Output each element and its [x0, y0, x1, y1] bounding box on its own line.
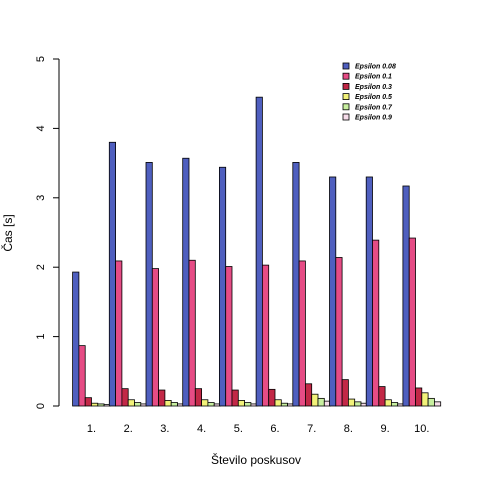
- x-tick-label: 9.: [381, 423, 390, 435]
- legend-label: Epsilon 0.08: [355, 64, 396, 71]
- x-tick-label: 5.: [234, 423, 243, 435]
- bar-3-series-4: [164, 400, 172, 407]
- bar-1-series-3: [84, 397, 92, 407]
- bar-7-series-4: [311, 393, 319, 407]
- bar-9-series-4: [384, 399, 392, 407]
- bar-1-series-1: [72, 271, 80, 407]
- y-tick-label: 0: [35, 403, 47, 409]
- bar-5-series-5: [244, 402, 252, 407]
- y-axis: 0 1 2 3 4 5: [35, 56, 60, 409]
- bar-9-series-3: [378, 386, 386, 407]
- bar-5-series-1: [218, 166, 227, 407]
- legend-swatch: [342, 62, 350, 70]
- bar-6-series-3: [268, 388, 276, 407]
- bar-1-series-5: [97, 403, 105, 407]
- bar-3-series-5: [170, 402, 178, 407]
- legend-swatch: [342, 83, 350, 90]
- bar-7-series-1: [292, 162, 300, 407]
- bar-4-series-1: [182, 157, 190, 407]
- bar-2-series-2: [115, 260, 123, 407]
- x-tick-labels: 1. 2. 3. 4. 5. 6. 7. 8. 9. 10.: [87, 423, 430, 435]
- legend-label: Epsilon 0.9: [355, 115, 392, 122]
- x-tick-label: 2.: [124, 423, 133, 435]
- x-tick-label: 3.: [160, 423, 169, 435]
- bar-4-series-3: [194, 388, 203, 407]
- bar-1-series-4: [91, 402, 99, 407]
- bar-3-series-3: [158, 389, 166, 407]
- legend-label: Epsilon 0.5: [355, 94, 392, 101]
- bar-9-series-5: [390, 402, 399, 407]
- bar-4-series-5: [207, 402, 215, 407]
- y-tick-label: 1: [35, 334, 47, 340]
- legend-label: Epsilon 0.3: [355, 84, 392, 91]
- bar-10-series-3: [415, 387, 423, 407]
- y-tick-label: 4: [35, 125, 47, 131]
- bar-10-series-5: [427, 397, 435, 407]
- x-tick-label: 6.: [270, 423, 279, 435]
- legend-swatch: [342, 103, 350, 111]
- bar-7-series-5: [317, 397, 325, 407]
- bar-5-series-3: [231, 389, 239, 407]
- legend: Epsilon 0.08 Epsilon 0.1 Epsilon 0.3 Epsilo…: [342, 62, 396, 122]
- bar-10-series-6: [433, 401, 442, 407]
- bar-6-series-1: [255, 96, 263, 407]
- bar-9-series-1: [365, 176, 373, 407]
- legend-swatch: [342, 93, 350, 100]
- y-axis-title: Čas [s]: [0, 214, 15, 251]
- x-tick-label: 7.: [307, 423, 316, 435]
- y-tick-label: 5: [35, 56, 47, 62]
- bar-2-series-3: [121, 388, 129, 407]
- bar-2-series-4: [127, 399, 135, 407]
- bar-3-series-1: [145, 162, 153, 407]
- bar-4-series-4: [201, 399, 209, 407]
- bar-5-series-2: [225, 266, 233, 407]
- bar-2-series-1: [108, 141, 117, 407]
- bar-8-series-4: [347, 398, 356, 407]
- bar-1-series-2: [78, 345, 86, 407]
- bar-10-series-1: [402, 185, 410, 407]
- bar-10-series-2: [408, 237, 416, 407]
- bar-6-series-4: [274, 399, 282, 407]
- legend-label: Epsilon 0.7: [355, 104, 393, 111]
- bar-10-series-4: [421, 392, 429, 407]
- y-tick-label: 3: [35, 195, 47, 201]
- bar-8-series-3: [341, 379, 349, 407]
- bar-4-series-2: [188, 259, 196, 407]
- legend-swatch: [342, 72, 350, 80]
- bar-8-series-5: [354, 401, 362, 407]
- legend-swatch: [342, 113, 350, 121]
- bar-5-series-4: [237, 400, 246, 407]
- bar-8-series-1: [329, 176, 337, 407]
- bar-9-series-2: [372, 239, 380, 407]
- bar-8-series-2: [335, 257, 343, 407]
- bars-group: [72, 96, 442, 407]
- x-axis-title: Število poskusov: [211, 452, 301, 467]
- bar-2-series-5: [134, 402, 142, 407]
- y-tick-label: 2: [35, 264, 47, 270]
- x-tick-label: 1.: [87, 423, 96, 435]
- bar-6-series-5: [280, 402, 288, 407]
- x-tick-label: 8.: [344, 423, 353, 435]
- x-tick-label: 4.: [197, 423, 206, 435]
- bar-7-series-2: [298, 260, 306, 407]
- bar-6-series-2: [261, 264, 270, 407]
- bar-7-series-3: [304, 383, 313, 407]
- legend-label: Epsilon 0.1: [355, 74, 392, 81]
- x-tick-label: 10.: [414, 423, 429, 435]
- bar-3-series-2: [151, 268, 160, 407]
